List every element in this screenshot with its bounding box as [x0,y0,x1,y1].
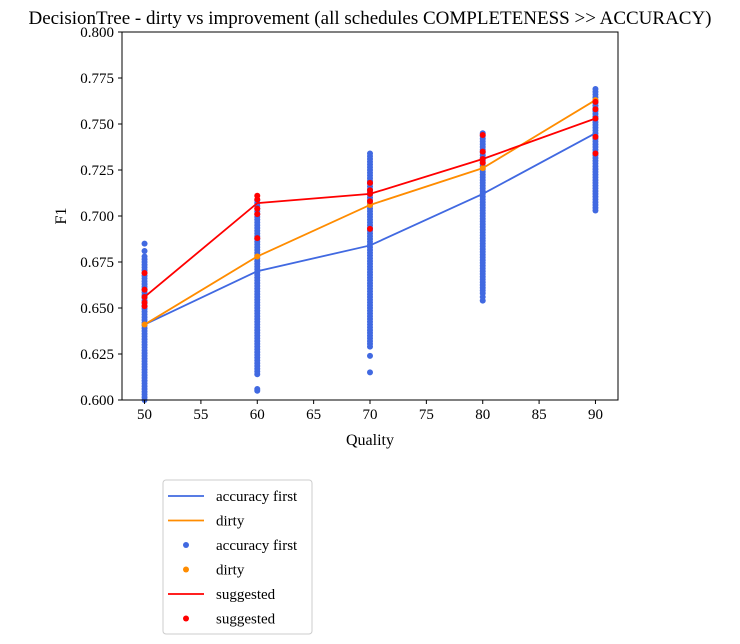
x-axis-label: Quality [346,432,394,449]
legend-swatch-marker [183,566,189,573]
scatter-point-dirty [141,321,148,328]
scatter-point-suggested [141,286,148,293]
y-tick-label: 0.650 [80,301,114,317]
scatter-point-suggested [254,205,261,212]
y-tick-label: 0.625 [80,347,114,363]
scatter-point-suggested [254,211,261,218]
scatter-point-suggested [367,225,373,232]
scatter-point-accuracy-first [479,293,486,300]
x-tick-label: 80 [475,407,490,423]
chart-title: DecisionTree - dirty vs improvement (all… [28,8,711,29]
scatter-point-suggested [141,270,148,277]
y-tick-label: 0.725 [80,163,114,179]
scatter-point-accuracy-first [592,86,599,93]
scatter-point-accuracy-first [367,150,373,157]
x-tick-label: 70 [363,407,378,423]
y-tick-label: 0.800 [80,25,114,41]
x-tick-label: 90 [588,407,603,423]
legend-swatch-marker [183,615,189,622]
scatter-point-suggested [479,132,486,139]
x-tick-label: 85 [532,407,547,423]
y-tick-label: 0.675 [80,255,114,271]
data-marks [141,86,599,403]
series-line-accuracy-first [144,132,596,326]
scatter-point-accuracy-first [141,253,148,260]
y-axis: 0.600 0.625 0.650 0.675 0.700 0.725 0.750 0.775… [80,25,122,409]
scatter-point-suggested [592,106,599,113]
scatter-point-suggested [592,115,599,122]
legend-label: dirty [216,563,245,579]
x-tick-label: 50 [137,407,152,423]
scatter-point-suggested [592,98,599,105]
legend-label: suggested [216,587,276,603]
x-tick-label: 60 [250,407,265,423]
legend-label: dirty [216,514,245,530]
y-tick-label: 0.700 [80,209,114,225]
scatter-point-dirty [254,253,261,260]
scatter-point-suggested [367,179,373,186]
scatter-point-dirty [479,165,486,172]
legend-box [162,479,313,635]
x-tick-label: 55 [193,407,208,423]
legend-label: suggested [216,612,276,628]
legend-label: accuracy first [216,538,298,554]
y-axis-label: F1 [53,208,70,225]
scatter-point-accuracy-first [141,240,148,247]
scatter-point-suggested [479,148,486,155]
scatter-point-suggested [254,196,261,203]
scatter-point-accuracy-first [141,247,148,254]
scatter-point-suggested [141,303,148,310]
scatter-point-suggested [367,198,373,205]
x-tick-label: 75 [419,407,434,423]
legend-label: accuracy first [216,489,298,505]
legend-swatch-marker [183,542,189,548]
scatter-point-suggested [254,235,261,242]
x-tick-label: 65 [306,407,321,423]
scatter-point-suggested [141,293,148,300]
scatter-point-suggested [479,159,486,166]
scatter-point-accuracy-first [367,369,373,376]
scatter-point-suggested [592,150,599,157]
scatter-point-suggested [367,190,373,197]
x-axis: 50 55 60 65 70 75 80 85 90 [137,400,603,423]
legend: accuracy first dirty accuracy first dirty su… [162,479,313,635]
y-tick-label: 0.600 [80,393,114,409]
y-tick-label: 0.750 [80,117,114,133]
scatter-point-accuracy-first [367,352,373,359]
scatter-point-accuracy-first [254,385,261,392]
scatter-point-suggested [592,133,599,140]
y-tick-label: 0.775 [80,71,114,87]
